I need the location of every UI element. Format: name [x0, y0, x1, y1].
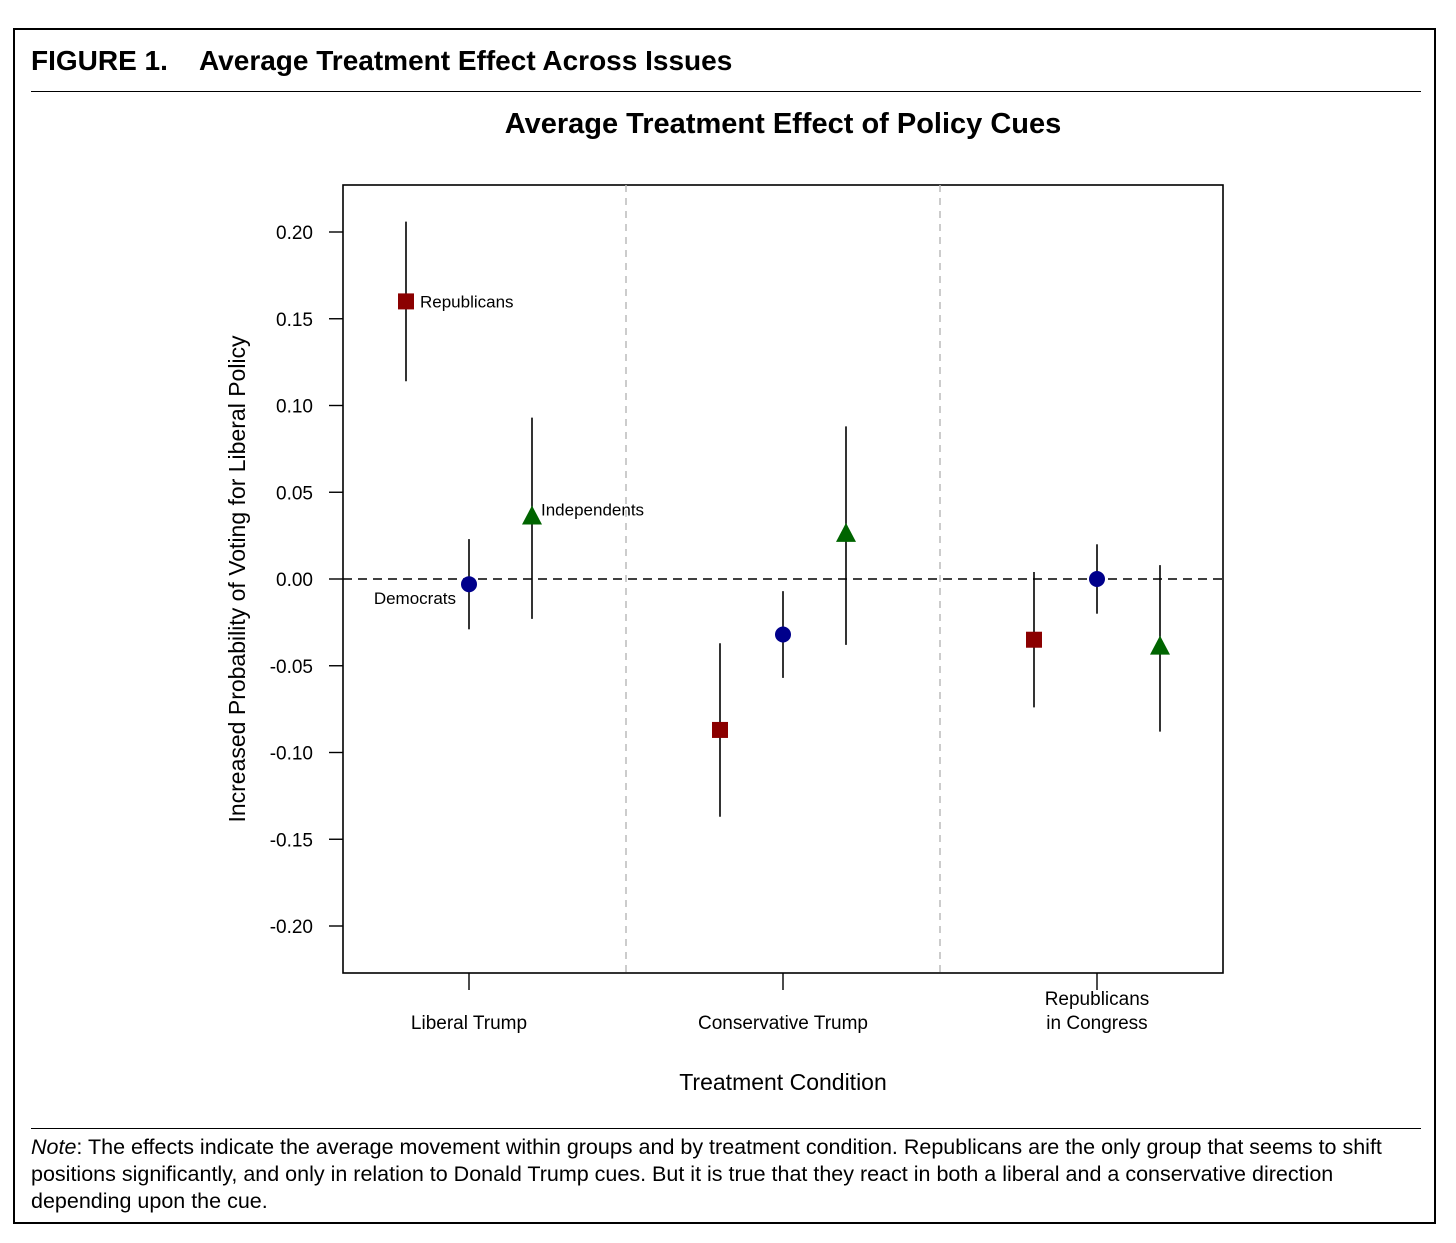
- note-text: : The effects indicate the average movem…: [31, 1135, 1382, 1213]
- annotation-democrats: Democrats: [374, 589, 456, 608]
- annotation-independents: Independents: [541, 501, 644, 520]
- x-tick-label: Conservative Trump: [698, 1013, 868, 1034]
- y-axis-label: Increased Probability of Voting for Libe…: [224, 335, 250, 823]
- republicans-point: [1026, 631, 1042, 648]
- democrats-point: [461, 576, 477, 593]
- independents-point: [522, 505, 542, 525]
- y-tick-label: 0.05: [276, 483, 313, 504]
- annotation-republicans: Republicans: [420, 292, 514, 311]
- figure-number: FIGURE 1.: [31, 45, 168, 76]
- heading-rule: [31, 91, 1421, 92]
- x-tick-label: Liberal Trump: [411, 1013, 527, 1034]
- y-tick-label: -0.05: [270, 657, 313, 678]
- y-tick-label: 0.20: [276, 223, 313, 244]
- republicans-point: [398, 293, 414, 310]
- y-tick-label: -0.15: [270, 830, 313, 851]
- republicans-point: [712, 721, 728, 738]
- democrats-point: [1089, 571, 1105, 587]
- x-axis-label: Treatment Condition: [679, 1069, 887, 1095]
- y-tick-label: -0.20: [270, 917, 313, 938]
- x-tick-label: in Congress: [1046, 1013, 1147, 1034]
- y-tick-label: 0.15: [276, 310, 313, 331]
- y-tick-label: 0.00: [276, 570, 313, 591]
- independents-point: [1150, 635, 1170, 655]
- democrats-point: [775, 626, 791, 643]
- note-label: Note: [31, 1135, 77, 1159]
- y-tick-label: -0.10: [270, 744, 313, 765]
- x-tick-label: Republicans: [1045, 989, 1150, 1010]
- independents-point: [836, 522, 856, 542]
- note-rule: [31, 1128, 1421, 1129]
- chart-title: Average Treatment Effect of Policy Cues: [505, 108, 1062, 140]
- figure-heading: FIGURE 1. Average Treatment Effect Across…: [31, 45, 732, 77]
- figure-note: Note: The effects indicate the average m…: [31, 1134, 1423, 1215]
- figure-title: Average Treatment Effect Across Issues: [199, 45, 733, 76]
- figure-frame: [13, 28, 1436, 1224]
- y-tick-label: 0.10: [276, 397, 313, 418]
